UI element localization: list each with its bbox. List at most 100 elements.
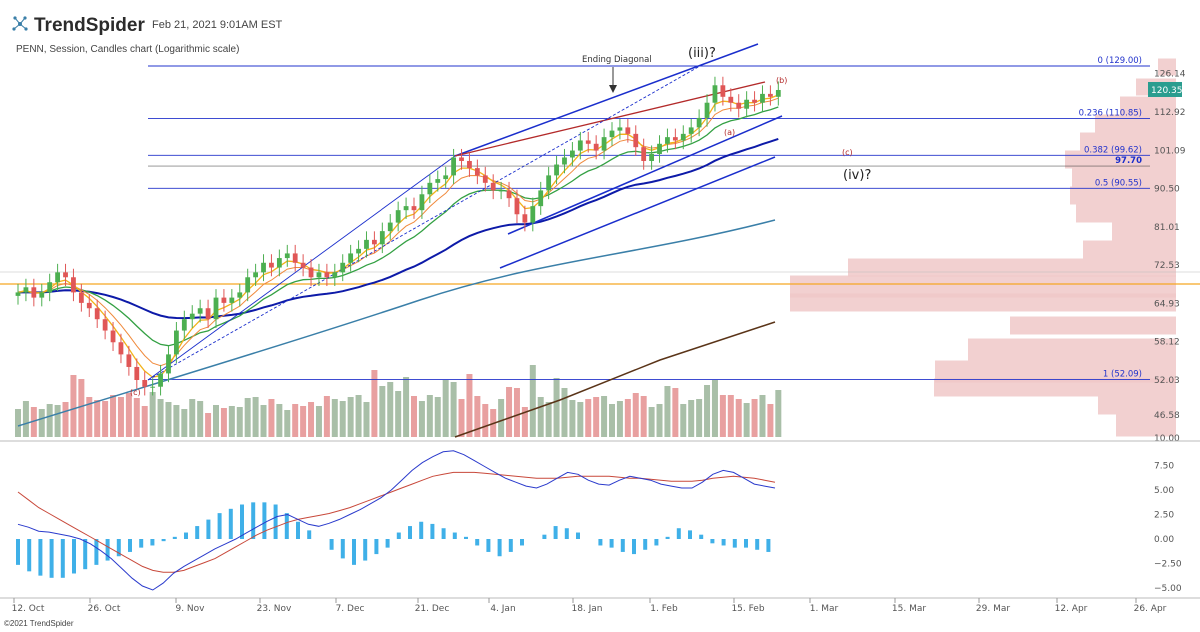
candle-body <box>356 248 361 254</box>
histogram-bar <box>710 539 715 544</box>
volume-bar <box>426 395 433 437</box>
volume-bar <box>656 404 663 437</box>
volume-bar <box>458 399 465 437</box>
histogram-bar <box>94 539 99 565</box>
annotation-a: (a) <box>724 128 735 137</box>
candle-body <box>269 262 274 268</box>
time-tick-label: 21. Dec <box>415 604 450 614</box>
volume-bar <box>545 402 552 437</box>
histogram-bar <box>251 502 256 539</box>
candle-body <box>593 143 599 151</box>
annotation-ending-diagonal: Ending Diagonal <box>582 55 652 65</box>
candle-body <box>617 127 623 131</box>
volume-bar <box>632 393 639 437</box>
candle-body <box>538 190 544 207</box>
volume-bar <box>513 388 520 437</box>
time-tick-label: 1. Feb <box>650 604 678 614</box>
histogram-bar <box>240 504 244 539</box>
volume-bar <box>616 401 623 437</box>
histogram-bar <box>654 539 659 546</box>
candle-body <box>63 272 68 278</box>
candle-body <box>229 297 235 303</box>
histogram-bar <box>16 539 20 565</box>
volume-bar <box>371 370 378 437</box>
candle-body <box>641 147 647 161</box>
volume-profile <box>790 58 1176 437</box>
candle-body <box>94 308 100 320</box>
volume-bar <box>54 405 61 437</box>
histogram-bar <box>374 539 379 555</box>
candle-body <box>546 175 552 191</box>
volume-bar <box>228 406 235 437</box>
histogram-bar <box>206 519 211 539</box>
candle-body <box>609 130 615 138</box>
volume-bar <box>308 402 315 437</box>
signal-line <box>17 471 776 573</box>
candle-body <box>395 210 401 223</box>
histogram-bar <box>60 539 65 578</box>
ema-yellow-line <box>17 94 779 378</box>
brand-logo: TrendSpider <box>12 15 145 36</box>
spider-icon <box>12 16 28 31</box>
candle-body <box>284 253 290 259</box>
profile-bar <box>790 293 1176 312</box>
volume-bar <box>165 402 172 437</box>
annotation-b: (b) <box>776 76 787 85</box>
time-tick-label: 29. Mar <box>976 604 1010 614</box>
candle-body <box>102 319 108 331</box>
histogram-bar <box>396 532 401 539</box>
time-tick-label: 1. Mar <box>810 604 839 614</box>
volume-bar <box>411 396 417 437</box>
volume-bar <box>403 377 410 437</box>
volume-bar <box>577 402 584 437</box>
time-tick-label: 15. Feb <box>731 604 764 614</box>
price-tick-label: 126.14 <box>1154 70 1186 80</box>
volume-bar <box>125 393 132 437</box>
histogram-bar <box>161 539 166 542</box>
candle-body <box>474 168 480 176</box>
time-tick-label: 9. Nov <box>175 604 205 614</box>
profile-bar <box>1116 414 1176 437</box>
candle-body <box>649 154 654 161</box>
candle-body <box>625 127 631 134</box>
profile-bar <box>1095 114 1176 133</box>
volume-bar <box>719 395 726 437</box>
volume-bar <box>474 396 481 437</box>
candle-body <box>174 330 179 355</box>
time-tick-label: 12. Oct <box>12 604 45 614</box>
profile-bar <box>790 275 1176 298</box>
fib-label: 0.5 (90.55) <box>1095 178 1142 188</box>
candle-body <box>411 206 417 211</box>
volume-bar <box>102 401 109 437</box>
volume-bar <box>767 404 774 437</box>
volume-bars <box>15 365 782 437</box>
channel-upper <box>454 43 759 157</box>
histogram-bar <box>576 532 580 539</box>
annotation-c: (c) <box>842 148 853 157</box>
histogram-bar <box>139 539 144 548</box>
volume-bar <box>743 403 750 437</box>
volume-bar <box>86 397 93 437</box>
volume-bar <box>529 365 536 437</box>
volume-bar <box>78 379 85 437</box>
candle-body <box>245 277 251 293</box>
histogram-bar <box>688 530 692 539</box>
profile-bar <box>1112 222 1176 241</box>
candle-body <box>126 354 132 367</box>
volume-bar <box>46 404 53 437</box>
time-tick-label: 4. Jan <box>490 604 515 614</box>
histogram-bar <box>340 539 345 559</box>
histogram-bar <box>699 534 704 539</box>
candle-body <box>261 262 266 273</box>
channel-base <box>499 156 776 269</box>
trend-channel <box>147 43 783 381</box>
candle-body <box>744 99 750 109</box>
fib-label: 0 (129.00) <box>1098 56 1142 66</box>
histogram-bar <box>632 539 636 555</box>
volume-bar <box>268 399 275 437</box>
profile-bar <box>1072 168 1176 187</box>
ma-navy-line <box>17 137 779 320</box>
candle-body <box>482 175 488 183</box>
candle-body <box>467 160 472 169</box>
profile-bar <box>1158 58 1176 76</box>
